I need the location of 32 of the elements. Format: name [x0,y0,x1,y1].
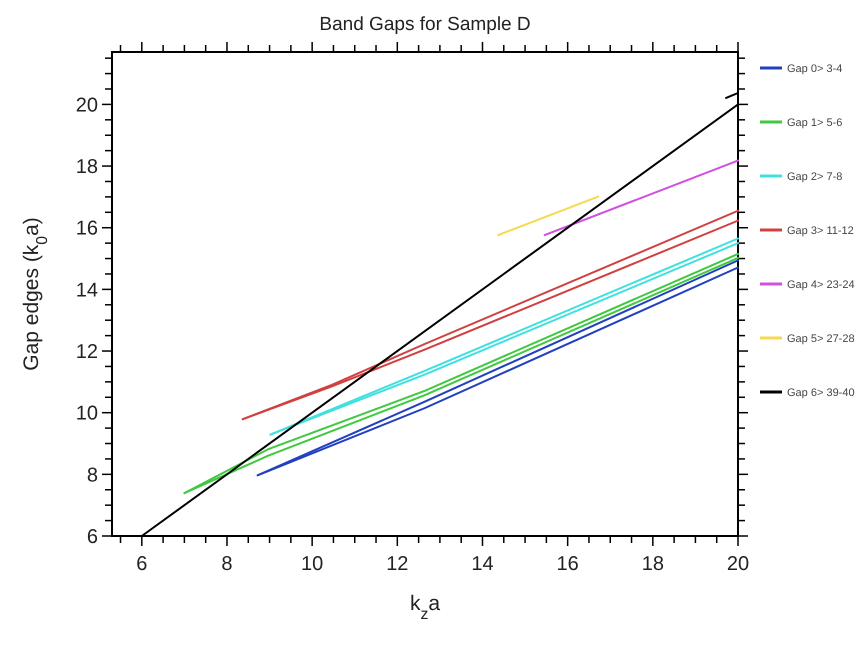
x-tick-label: 12 [386,553,408,575]
legend-entry: Gap 4> 23-24 [760,279,855,291]
legend-label: Gap 2> 7-8 [787,171,842,183]
x-tick-label: 8 [221,553,233,575]
x-tick-label: 20 [726,553,750,575]
y-tick-label: 8 [86,464,98,486]
legend-entry: Gap 5> 27-28 [760,333,855,345]
legend-entry: Gap 2> 7-8 [760,171,842,183]
x-tick-label: 6 [136,553,148,575]
y-tick-label: 12 [76,341,98,364]
legend-label: Gap 1> 5-6 [787,117,842,129]
y-tick-label: 16 [76,218,98,240]
chart-title: Band Gaps for Sample D [319,14,531,35]
y-tick-label: 10 [76,402,98,425]
legend-label: Gap 3> 11-12 [787,225,854,237]
legend-entry: Gap 6> 39-40 [760,387,855,399]
legend-entry: Gap 0> 3-4 [760,63,842,75]
y-tick-label: 14 [76,279,98,302]
legend-label: Gap 4> 23-24 [787,279,855,291]
legend-entry: Gap 1> 5-6 [760,117,842,129]
x-tick-label: 10 [301,553,324,575]
legend-label: Gap 6> 39-40 [787,387,855,399]
legend-label: Gap 0> 3-4 [787,63,842,75]
legend-label: Gap 5> 27-28 [787,333,855,345]
x-tick-label: 16 [556,553,579,575]
x-tick-label: 18 [642,553,664,575]
y-tick-label: 6 [86,526,98,548]
x-tick-label: 14 [471,553,494,575]
y-tick-label: 20 [76,94,98,116]
y-tick-label: 18 [76,156,98,178]
legend-entry: Gap 3> 11-12 [760,225,854,237]
x-axis-title: k$_{z}$a [410,592,440,622]
